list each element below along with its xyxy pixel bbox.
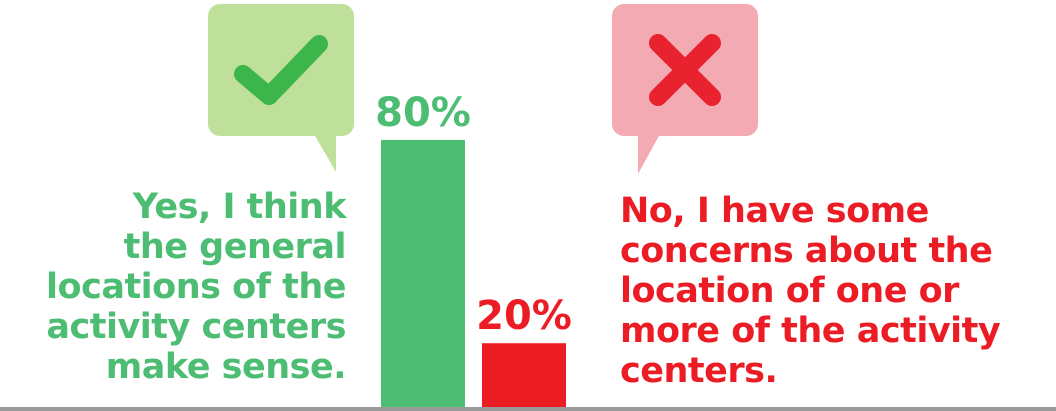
bar-no: [482, 343, 566, 411]
yes-answer-line: Yes, I think: [132, 187, 347, 227]
no-answer-line: concerns about the: [620, 231, 993, 271]
bar-yes: [381, 139, 465, 411]
yes-answer-line: activity centers: [46, 307, 346, 347]
yes-speech-bubble: [208, 4, 354, 174]
x-icon: [649, 34, 721, 106]
yes-answer-text: Yes, I think the general locations of the a…: [6, 187, 346, 387]
baseline-rule: [0, 407, 1056, 411]
data-label-no: 20%: [476, 293, 572, 339]
yes-answer-line: locations of the: [46, 267, 346, 307]
no-answer-line: location of one or: [620, 271, 959, 311]
no-answer-line: No, I have some: [620, 191, 929, 231]
yes-answer-line: make sense.: [105, 347, 347, 387]
data-label-yes: 80%: [375, 90, 471, 136]
no-answer-line: more of the activity: [620, 311, 1001, 351]
no-answer-line: centers.: [620, 351, 778, 391]
yes-answer-line: the general: [123, 227, 347, 267]
no-answer-text: No, I have some concerns about the locatio…: [620, 191, 1050, 391]
check-icon: [234, 35, 328, 105]
no-speech-bubble: [612, 4, 758, 176]
